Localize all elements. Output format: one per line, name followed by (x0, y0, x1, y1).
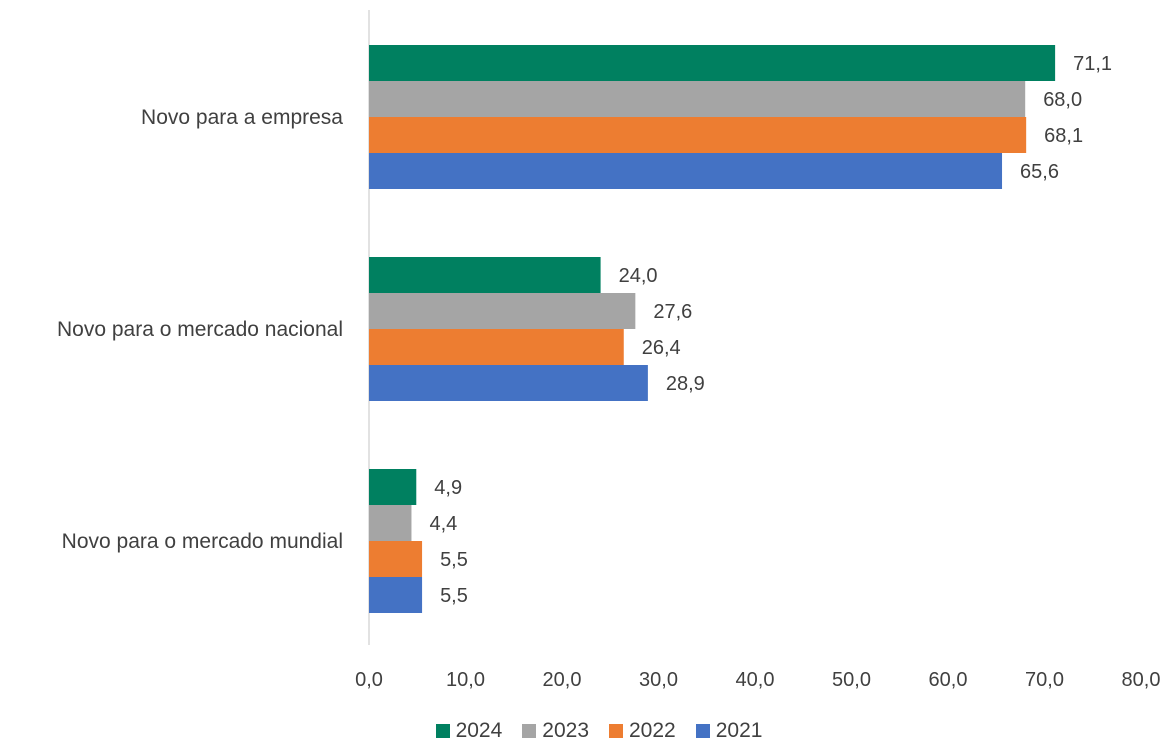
x-tick-label: 40,0 (736, 669, 775, 691)
legend-item-2021: 2021 (695, 719, 763, 743)
x-tick-label: 70,0 (1025, 669, 1064, 691)
bar-2024 (369, 469, 417, 505)
legend-swatch (435, 724, 450, 738)
legend: 2024 2023 2022 2021 (0, 716, 1168, 746)
bar-2023 (369, 505, 412, 541)
bar-2022 (369, 541, 423, 577)
legend-label: 2021 (715, 719, 763, 742)
legend-swatch (609, 724, 623, 738)
data-label: 24,0 (619, 265, 658, 287)
category-label: Novo para o mercado mundial (62, 530, 343, 553)
data-label: 4,4 (429, 513, 457, 535)
bar-2021 (369, 153, 1003, 189)
x-tick-label: 60,0 (929, 669, 968, 691)
bar-2023 (369, 293, 636, 329)
category-label: Novo para o mercado nacional (57, 318, 343, 341)
legend-item-2024: 2024 (435, 719, 503, 743)
bar-2021 (369, 577, 423, 613)
data-label: 65,6 (1020, 161, 1059, 183)
data-label: 71,1 (1073, 53, 1112, 75)
data-label: 68,1 (1044, 125, 1083, 147)
data-label: 26,4 (642, 337, 681, 359)
legend-label: 2024 (455, 719, 503, 742)
bar-2022 (369, 329, 624, 365)
x-tick-label: 0,0 (355, 669, 383, 691)
x-tick-label: 50,0 (832, 669, 871, 691)
legend-item-2023: 2023 (522, 719, 589, 743)
data-label: 4,9 (434, 477, 462, 499)
x-tick-label: 30,0 (639, 669, 678, 691)
x-tick-label: 80,0 (1122, 669, 1161, 691)
legend-label: 2022 (629, 719, 676, 742)
bar-2023 (369, 81, 1026, 117)
legend-label: 2023 (542, 719, 589, 742)
data-label: 68,0 (1043, 89, 1082, 111)
category-label: Novo para a empresa (141, 106, 343, 129)
data-label: 5,5 (440, 585, 468, 607)
legend-item-2022: 2022 (609, 719, 676, 743)
bar-2024 (369, 257, 601, 293)
bar-2022 (369, 117, 1027, 153)
data-label: 27,6 (653, 301, 692, 323)
data-label: 5,5 (440, 549, 468, 571)
data-label: 28,9 (666, 373, 705, 395)
legend-swatch (695, 724, 710, 738)
legend-swatch (522, 724, 537, 738)
bar-2024 (369, 45, 1056, 81)
x-tick-label: 10,0 (446, 669, 485, 691)
bar-2021 (369, 365, 648, 401)
x-tick-label: 20,0 (543, 669, 582, 691)
